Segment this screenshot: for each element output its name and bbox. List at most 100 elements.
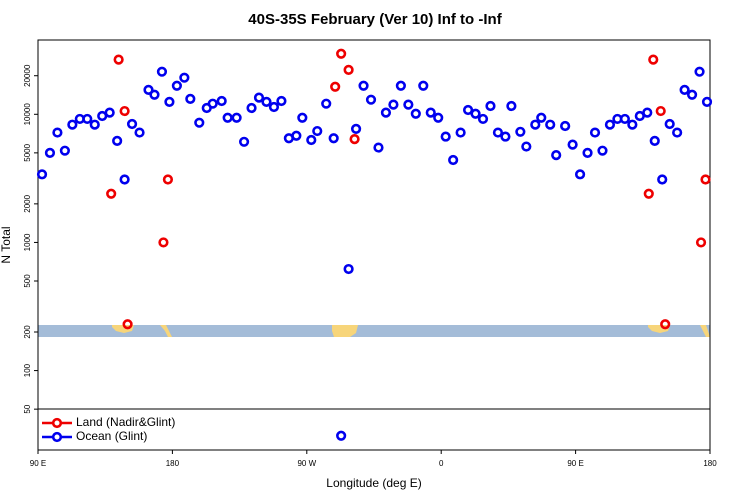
point <box>365 94 377 105</box>
point <box>597 145 608 156</box>
point <box>222 112 233 123</box>
y-tick-label: 100 <box>23 363 32 377</box>
x-axis-label: Longitude (deg E) <box>326 476 421 490</box>
point <box>126 118 138 130</box>
point <box>655 105 666 117</box>
point <box>104 107 115 118</box>
point <box>238 136 250 147</box>
point <box>246 102 257 114</box>
point <box>448 154 459 166</box>
point <box>657 174 668 185</box>
point <box>194 117 205 128</box>
point <box>649 135 660 146</box>
point <box>695 237 707 248</box>
point <box>59 145 70 156</box>
point <box>395 80 406 91</box>
point <box>171 80 182 91</box>
x-tick-label: 90 W <box>297 459 316 468</box>
point <box>560 120 571 132</box>
point <box>113 54 124 65</box>
y-tick-label: 10000 <box>23 103 32 126</box>
point <box>162 174 174 185</box>
point <box>373 142 384 153</box>
point <box>321 98 332 109</box>
point <box>700 174 711 185</box>
point <box>268 101 280 113</box>
point <box>660 319 671 330</box>
point <box>82 113 93 125</box>
x-tick-label: 0 <box>439 459 444 468</box>
y-axis-label: N Total <box>0 226 13 263</box>
point <box>52 127 63 138</box>
point <box>380 107 392 118</box>
map-band <box>38 325 710 337</box>
y-tick-label: 1000 <box>23 233 32 251</box>
legend-marker <box>51 417 63 429</box>
point <box>672 127 683 138</box>
point <box>545 119 556 130</box>
point <box>679 84 690 96</box>
point <box>89 119 100 130</box>
point <box>643 188 654 199</box>
point <box>185 93 196 104</box>
x-tick-label: 180 <box>166 459 180 468</box>
point <box>297 112 308 123</box>
point <box>694 66 705 77</box>
point <box>403 99 414 110</box>
point <box>492 127 504 138</box>
point <box>67 119 78 130</box>
point <box>164 96 175 107</box>
point <box>44 147 56 158</box>
point <box>358 80 369 91</box>
y-tick-label: 200 <box>23 325 32 339</box>
point <box>291 130 302 141</box>
point <box>330 81 341 92</box>
point <box>701 96 713 107</box>
point <box>231 112 242 123</box>
point <box>604 119 616 130</box>
point <box>158 237 169 248</box>
y-tick-label: 20000 <box>23 64 32 87</box>
point <box>122 319 133 330</box>
point <box>216 95 227 107</box>
point <box>477 113 489 125</box>
point <box>119 105 130 117</box>
point <box>536 112 547 123</box>
point <box>143 84 154 96</box>
point <box>336 48 347 59</box>
point <box>567 139 578 150</box>
point <box>156 66 168 77</box>
point <box>179 72 190 83</box>
point <box>418 80 429 91</box>
y-tick-label: 5000 <box>23 143 32 161</box>
point <box>350 123 362 134</box>
point <box>112 135 123 146</box>
point <box>686 89 698 100</box>
legend-marker <box>51 431 63 443</box>
point <box>276 95 287 107</box>
point <box>521 141 532 152</box>
point <box>343 263 354 275</box>
y-tick-label: 50 <box>23 404 32 413</box>
point <box>506 100 517 112</box>
point <box>336 430 347 441</box>
point <box>574 169 586 180</box>
point <box>261 96 272 107</box>
x-tick-label: 90 E <box>567 459 583 468</box>
point <box>106 188 117 199</box>
point <box>343 64 354 76</box>
point <box>500 131 511 142</box>
point <box>36 169 48 180</box>
point <box>388 99 399 110</box>
y-tick-label: 500 <box>23 274 32 288</box>
point <box>485 100 496 112</box>
point <box>642 107 653 118</box>
x-tick-label: 180 <box>703 459 717 468</box>
point <box>619 113 630 125</box>
point <box>470 108 481 119</box>
point <box>530 119 541 130</box>
point <box>253 92 265 103</box>
point <box>433 112 444 123</box>
point <box>425 107 436 118</box>
